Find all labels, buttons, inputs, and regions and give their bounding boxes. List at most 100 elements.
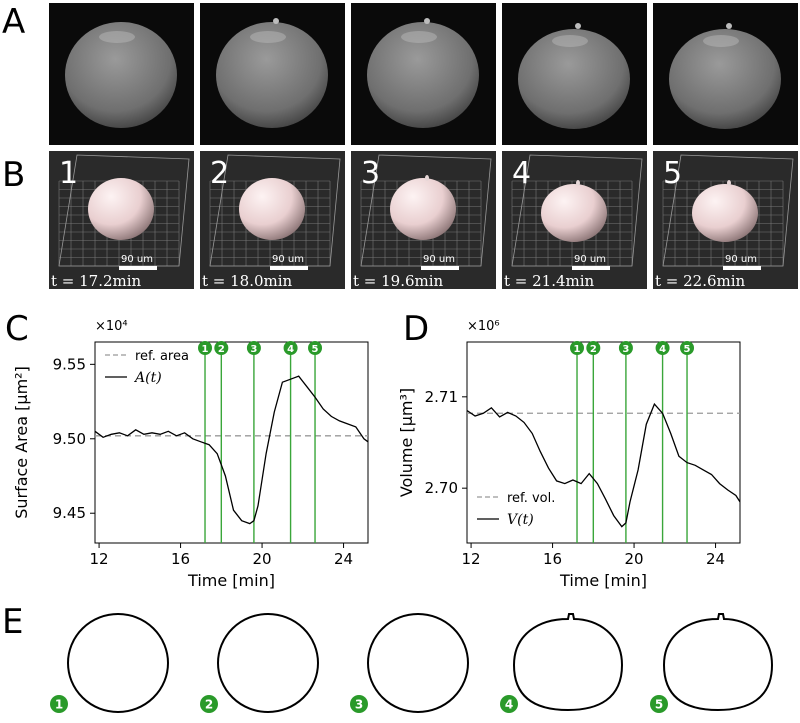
x-tick-label: 24 (334, 550, 353, 568)
scale-bar (421, 266, 459, 270)
time-label: t = 21.4min (504, 271, 595, 289)
x-tick-label: 16 (171, 550, 190, 568)
frame-number: 3 (361, 156, 381, 191)
x-tick-label: 20 (253, 550, 272, 568)
y-tick-label: 9.45 (53, 504, 86, 522)
marker-label: 5 (684, 344, 691, 355)
microscopy-image (200, 3, 345, 145)
outlines-svg: 1 2 3 4 5 (50, 613, 774, 713)
cell-surface (692, 184, 758, 242)
time-label: t = 18.0min (202, 271, 293, 289)
scale-label: 90 um (423, 254, 455, 265)
marker-label: 3 (250, 344, 257, 355)
cell-outline-group: 4 (500, 613, 624, 713)
frame-number: 2 (210, 156, 230, 191)
x-axis-label: Time [min] (559, 571, 647, 590)
render-image: 90 um 3 t = 19.6min (351, 151, 496, 289)
cell-outline-group: 3 (350, 613, 469, 713)
y-tick-label: 2.71 (425, 388, 458, 406)
render-image: 90 um 2 t = 18.0min (200, 151, 345, 289)
render-image: 90 um 5 t = 22.6min (653, 151, 798, 289)
bleb (273, 18, 279, 24)
cell-outline (512, 613, 624, 712)
marker-badge (214, 341, 229, 355)
cell-body (216, 22, 328, 128)
marker-label: 1 (574, 344, 581, 355)
cell-outline-group: 5 (650, 613, 774, 713)
frame-number: 4 (512, 156, 532, 191)
legend-series-label: V(t) (507, 512, 534, 528)
cell-outline (217, 613, 319, 713)
cell-surface (239, 178, 305, 240)
y-tick-label: 9.55 (53, 355, 86, 373)
microscopy-image (351, 3, 496, 145)
y-axis-label: Surface Area [µm²] (12, 366, 31, 519)
x-tick-label: 16 (543, 550, 562, 568)
frame-number: 1 (59, 156, 79, 191)
charts-svg: 12 16 20 24 9.45 9.50 9.55 ×10⁴ Time [min] Surfac… (12, 319, 741, 590)
cell-outline (367, 613, 469, 713)
cell-outline-group: 2 (200, 613, 319, 713)
cell-outline (67, 613, 169, 713)
y-exponent: ×10⁴ (95, 319, 128, 334)
marker-badge (570, 341, 585, 355)
y-axis-label: Volume [µm³] (397, 388, 416, 497)
outline-badge (200, 695, 218, 713)
cell-body (518, 29, 630, 129)
outline-badge (50, 695, 68, 713)
cell-body (65, 22, 177, 128)
cell-outline (662, 613, 774, 712)
marker-badge (618, 341, 633, 355)
scale-label: 90 um (272, 254, 304, 265)
x-tick-label: 20 (625, 550, 644, 568)
marker-badge (655, 341, 670, 355)
cell-surface (88, 178, 154, 240)
panel-label-d: D (403, 309, 430, 349)
marker-badge (586, 341, 601, 355)
x-tick-label: 12 (462, 550, 481, 568)
plot-frame (94, 341, 369, 544)
marker-badge (680, 341, 695, 355)
marker-badge (198, 341, 213, 355)
bleb (575, 23, 581, 29)
scale-bar (723, 266, 761, 270)
outline-badge-label: 1 (55, 698, 63, 712)
x-axis-label: Time [min] (187, 571, 275, 590)
cell-surface (541, 184, 607, 242)
y-tick-label: 9.50 (53, 430, 86, 448)
bleb (424, 18, 430, 24)
outline-badge (500, 695, 518, 713)
legend-series-label: A(t) (133, 370, 162, 386)
chart-surface-area: 12 16 20 24 9.45 9.50 9.55 ×10⁴ Time [min] Surfac… (12, 319, 369, 590)
y-tick-label: 2.70 (425, 479, 458, 497)
marker-label: 1 (202, 344, 209, 355)
x-tick-label: 24 (706, 550, 725, 568)
panel-label-c: C (5, 309, 29, 349)
bleb (727, 180, 731, 186)
time-label: t = 17.2min (51, 271, 142, 289)
scale-label: 90 um (725, 254, 757, 265)
time-label: t = 19.6min (353, 271, 444, 289)
outline-badge-label: 2 (205, 698, 213, 712)
marker-badge (308, 341, 323, 355)
bleb (576, 180, 580, 186)
scale-bar (270, 266, 308, 270)
scale-bar (572, 266, 610, 270)
marker-label: 4 (659, 344, 666, 355)
panel-label-b: B (2, 155, 26, 195)
cell-surface (390, 178, 456, 240)
marker-label: 3 (622, 344, 629, 355)
marker-badge (283, 341, 298, 355)
outline-badge-label: 4 (505, 698, 513, 712)
data-series-line (466, 402, 741, 528)
panel-label-a: A (2, 2, 26, 42)
frame-number: 5 (663, 156, 683, 191)
x-tick-label: 12 (90, 550, 109, 568)
time-label: t = 22.6min (655, 271, 746, 289)
outline-badge-label: 3 (355, 698, 363, 712)
data-series-line (94, 375, 369, 525)
cell-outline-group: 1 (50, 613, 169, 713)
microscopy-image (49, 3, 194, 145)
cell-body (367, 22, 479, 128)
